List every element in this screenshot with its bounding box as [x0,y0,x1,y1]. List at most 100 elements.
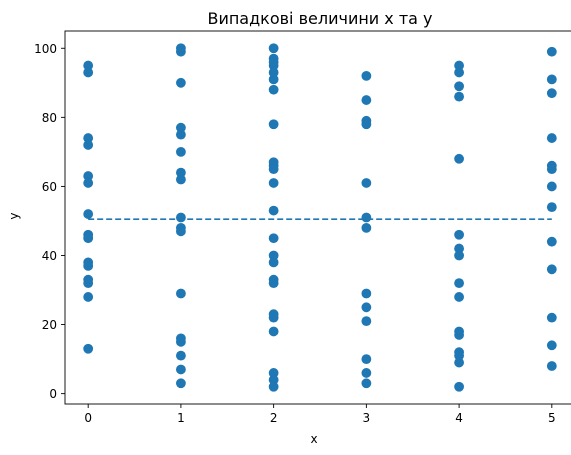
data-point [176,364,186,375]
data-point [268,233,279,244]
data-point [268,381,279,392]
data-point [361,288,372,299]
data-point [546,202,557,213]
data-point [268,250,279,261]
data-point [454,292,464,302]
data-point [454,381,464,392]
data-point [83,67,94,78]
data-point [546,361,557,371]
data-point [83,209,94,219]
data-point [268,257,279,268]
data-point [268,43,279,54]
y-axis-label: y [7,212,21,219]
data-point [83,278,94,289]
data-point [361,368,372,378]
data-point [546,340,557,351]
chart-title: Випадкові величини x та y [207,9,432,28]
data-point [546,312,557,323]
data-point [361,302,372,313]
data-point [83,292,94,302]
data-point [546,133,557,143]
data-point [454,330,464,340]
axes: 0 1 2 3 4 5 0 20 40 60 80 100 [34,42,556,425]
data-point [454,278,464,289]
data-point [83,60,94,71]
x-tick-label: 1 [177,411,185,425]
data-point [268,67,279,78]
data-point [361,316,372,327]
data-point [268,60,279,71]
data-point [268,368,279,378]
data-point [546,74,557,85]
data-point [546,88,557,99]
data-point [83,133,94,143]
data-point [83,178,94,188]
data-point [268,164,279,175]
y-tick-label: 40 [42,249,57,263]
y-tick-label: 0 [49,387,57,401]
data-point [361,178,372,188]
data-point [268,84,279,95]
data-point [176,122,186,133]
data-point [454,67,464,78]
data-point [176,212,186,223]
plot-marks [83,43,557,392]
data-point [268,278,279,289]
data-point [361,119,372,130]
data-point [454,250,464,261]
data-point [546,264,557,275]
data-point [176,129,186,140]
data-point [268,205,279,216]
data-point [268,178,279,188]
x-axis-label: x [310,432,317,446]
data-point [176,288,186,299]
x-tick-label: 2 [270,411,278,425]
x-tick-label: 0 [84,411,92,425]
data-point [454,60,464,71]
x-tick-label: 3 [363,411,371,425]
data-point [268,74,279,85]
data-point [546,46,557,57]
data-point [176,46,186,57]
data-point [176,378,186,389]
data-point [83,260,94,271]
y-tick-label: 100 [34,42,57,56]
data-point [176,77,186,88]
data-point [454,81,464,92]
data-point [176,226,186,237]
data-point [176,174,186,185]
y-tick-label: 80 [42,111,57,125]
data-point [361,378,372,389]
data-point [361,354,372,365]
x-tick-label: 5 [548,411,556,425]
data-point [268,312,279,323]
data-point [176,146,186,157]
data-point [546,236,557,247]
data-point [546,164,557,175]
data-point [176,350,186,361]
data-point [361,212,372,223]
y-tick-label: 60 [42,180,57,194]
data-point [83,171,94,181]
data-point [83,140,94,150]
data-point [268,374,279,385]
data-point [176,336,186,347]
data-point [546,181,557,192]
data-point [176,167,186,178]
data-point [361,222,372,233]
data-point [454,243,464,254]
x-tick-label: 4 [455,411,463,425]
data-point [454,357,464,368]
data-point [83,233,94,244]
plot-frame [64,30,571,405]
data-point [361,70,372,81]
data-point [268,119,279,130]
y-tick-label: 20 [42,318,57,332]
data-point [361,95,372,105]
data-point [454,153,464,164]
data-point [454,350,464,361]
data-point [83,343,94,354]
data-point [268,326,279,337]
data-point [454,91,464,102]
